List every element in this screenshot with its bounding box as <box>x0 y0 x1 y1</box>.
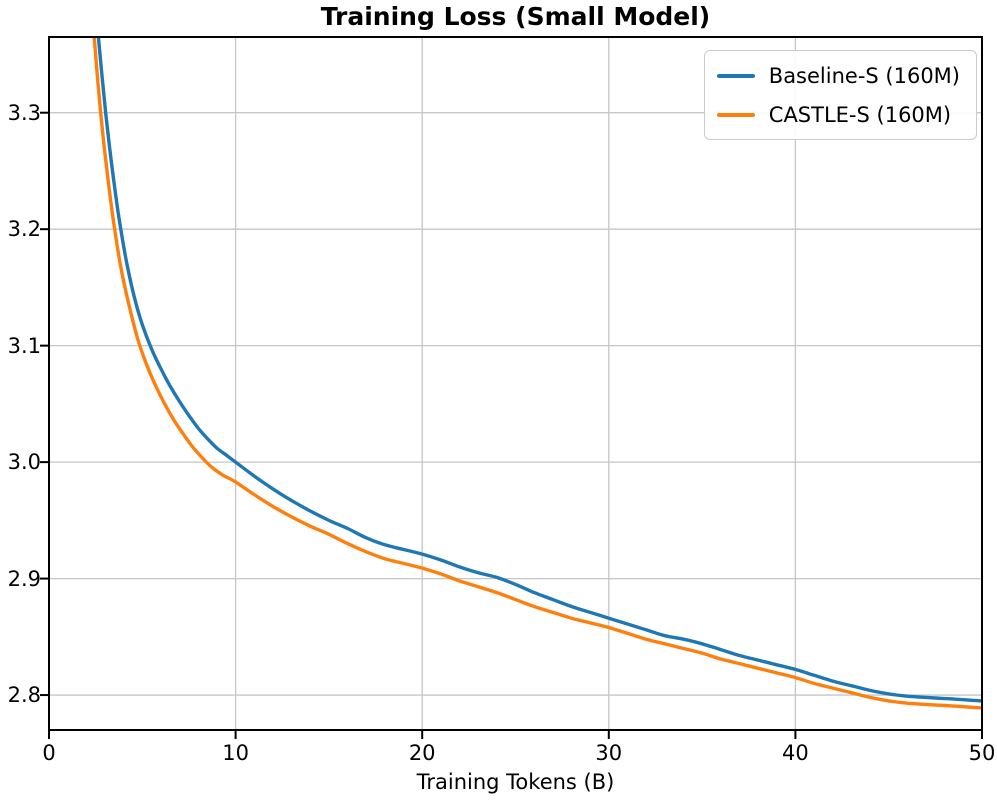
series-line-1 <box>92 37 982 710</box>
y-tick-label: 3.3 <box>7 100 41 125</box>
castle-line-swatch-icon <box>716 112 755 117</box>
axes-spines <box>48 36 983 731</box>
x-tick-label: 40 <box>782 741 809 765</box>
series-line-0 <box>96 37 982 703</box>
y-tick-label: 3.0 <box>7 450 41 475</box>
x-tick-label: 10 <box>222 741 249 765</box>
y-tick-label: 2.9 <box>7 566 41 591</box>
legend-item-baseline: Baseline-S (160M) <box>716 59 960 92</box>
chart-title: Training Loss (Small Model) <box>320 2 711 31</box>
x-axis-label: Training Tokens (B) <box>416 770 615 794</box>
x-tick-label: 30 <box>595 741 623 765</box>
legend-label-baseline: Baseline-S (160M) <box>768 63 960 88</box>
x-tick-label: 0 <box>42 741 56 765</box>
x-tick-label: 20 <box>408 741 436 765</box>
legend-item-castle: CASTLE-S (160M) <box>716 98 960 131</box>
legend: Baseline-S (160M) CASTLE-S (160M) <box>703 50 977 140</box>
y-tick-label: 3.1 <box>7 333 41 358</box>
legend-label-castle: CASTLE-S (160M) <box>768 102 952 127</box>
x-tick-label: 50 <box>968 741 996 765</box>
y-tick-label: 3.2 <box>7 217 41 242</box>
y-tick-label: 2.8 <box>7 683 41 708</box>
baseline-line-swatch-icon <box>716 73 755 78</box>
